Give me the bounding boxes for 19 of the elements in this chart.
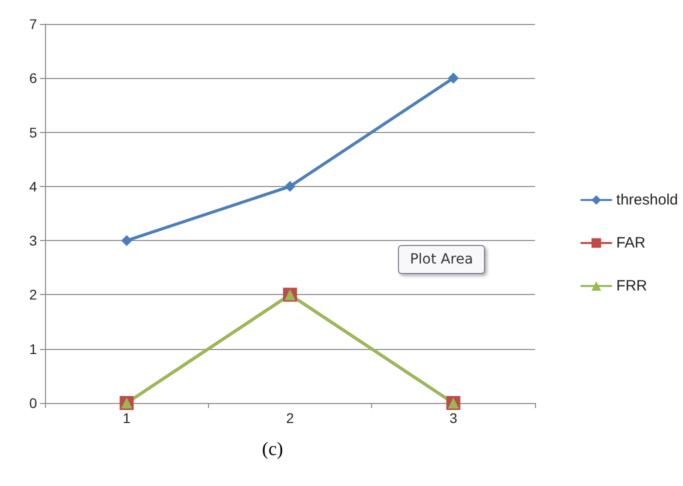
legend-label: threshold: [616, 192, 678, 208]
y-tick-label: 1: [29, 340, 38, 357]
y-tick-label: 5: [29, 124, 38, 140]
y-tick-label: 3: [29, 232, 38, 249]
x-tick-label: 3: [449, 410, 458, 426]
point: [121, 235, 132, 246]
y-tick-label: 6: [29, 70, 38, 86]
y-tick-label: 2: [29, 286, 38, 303]
legend-label: FAR: [616, 234, 646, 252]
y-tick-label: 0: [29, 395, 38, 411]
y-tick-label: 7: [29, 16, 38, 32]
y-tick-label: 4: [29, 178, 38, 194]
point: [448, 72, 459, 84]
point: [284, 180, 296, 192]
text: (c): [262, 439, 284, 460]
annotation: Plot Area: [410, 252, 474, 268]
x-tick-label: 2: [286, 410, 294, 426]
x-tick-label: 1: [122, 410, 131, 426]
legend-label: FRR: [616, 278, 648, 294]
